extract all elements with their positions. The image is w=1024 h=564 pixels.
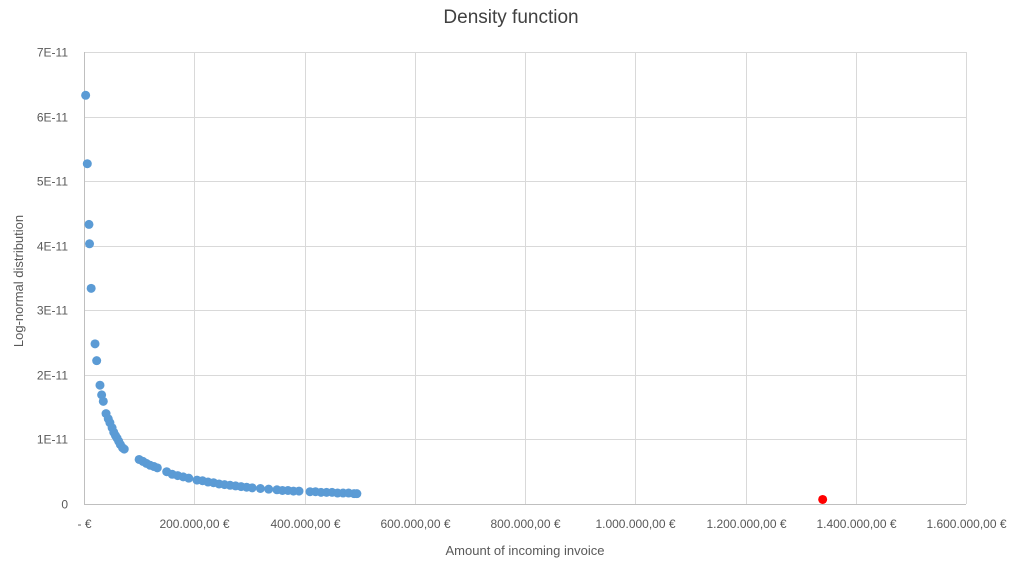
data-point [95,380,105,390]
x-tick-label: 400.000,00 € [270,517,340,531]
x-tick-label: 1.400.000,00 € [816,517,896,531]
data-point [92,356,102,366]
y-tick-labels: 0 1E-11 2E-11 3E-11 4E-11 5E-11 6E-11 7E-11 [37,46,68,512]
x-tick-label: 1.200.000,00 € [706,517,786,531]
data-point [294,486,304,496]
data-point [184,473,194,483]
chart-title: Density function [443,7,578,28]
data-point [264,484,274,494]
data-point [82,159,92,169]
data-point [90,339,100,349]
axes [84,52,966,505]
data-point [86,283,96,293]
data-point [152,463,162,473]
x-tick-label: 800.000,00 € [490,517,560,531]
data-point [247,483,257,493]
y-tick-label: 1E-11 [37,433,68,447]
data-point [119,444,129,454]
y-tick-label: 4E-11 [37,240,68,254]
y-tick-label: 3E-11 [37,304,68,318]
y-tick-label: 2E-11 [37,369,68,383]
data-point [81,90,91,100]
data-points [81,90,828,504]
x-tick-label: 200.000,00 € [159,517,229,531]
x-tick-label: - € [77,517,91,531]
x-tick-labels: - € 200.000,00 € 400.000,00 € 600.000,00 € 8… [77,517,1006,531]
data-point [85,239,95,249]
y-tick-label: 7E-11 [37,46,68,60]
x-tick-label: 1.000.000,00 € [595,517,675,531]
x-axis-label: Amount of incoming invoice [446,543,605,558]
x-tick-label: 600.000,00 € [380,517,450,531]
data-point [255,484,265,494]
data-point [84,219,94,229]
y-tick-label: 6E-11 [37,111,68,125]
y-tick-label: 5E-11 [37,175,68,189]
y-tick-label: 0 [61,498,68,512]
gridlines [84,52,967,504]
data-point [352,489,362,499]
x-tick-label: 1.600.000,00 € [926,517,1006,531]
data-point [98,396,108,406]
highlighted-data-point [818,494,828,504]
y-axis-label: Log-normal distribution [11,215,26,347]
